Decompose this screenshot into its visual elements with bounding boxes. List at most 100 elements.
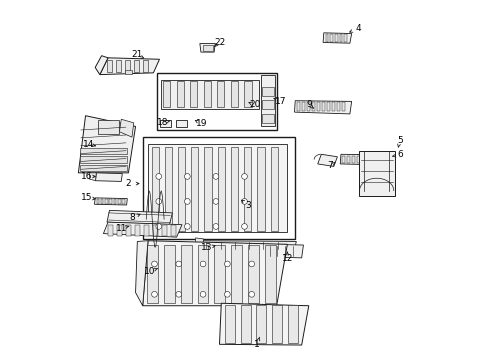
Text: 6: 6 <box>396 150 402 159</box>
Polygon shape <box>240 305 250 343</box>
Polygon shape <box>256 305 266 343</box>
Polygon shape <box>100 58 159 75</box>
Circle shape <box>184 199 190 204</box>
Polygon shape <box>204 147 211 231</box>
Polygon shape <box>164 147 172 231</box>
Polygon shape <box>181 246 191 303</box>
Polygon shape <box>224 305 234 343</box>
Polygon shape <box>302 102 305 111</box>
Circle shape <box>176 261 181 267</box>
Polygon shape <box>271 305 282 343</box>
Circle shape <box>224 292 230 297</box>
Polygon shape <box>97 199 99 203</box>
Polygon shape <box>297 102 300 111</box>
Polygon shape <box>342 156 345 163</box>
Polygon shape <box>219 303 308 345</box>
Polygon shape <box>157 73 276 130</box>
Circle shape <box>184 224 190 229</box>
Polygon shape <box>124 70 132 74</box>
Polygon shape <box>152 225 157 236</box>
Polygon shape <box>312 102 315 111</box>
Circle shape <box>224 261 230 267</box>
Polygon shape <box>122 199 124 203</box>
Polygon shape <box>217 81 224 108</box>
Circle shape <box>213 224 218 229</box>
Polygon shape <box>114 199 116 203</box>
Polygon shape <box>325 34 328 42</box>
Polygon shape <box>135 241 148 306</box>
Text: 1: 1 <box>254 340 259 349</box>
Circle shape <box>213 174 218 179</box>
Polygon shape <box>105 199 107 203</box>
Polygon shape <box>307 102 309 111</box>
Polygon shape <box>124 60 130 72</box>
Polygon shape <box>358 152 394 196</box>
Polygon shape <box>200 44 215 52</box>
Circle shape <box>241 174 247 179</box>
Polygon shape <box>377 156 380 163</box>
Polygon shape <box>344 34 346 42</box>
Polygon shape <box>217 147 224 231</box>
Polygon shape <box>340 154 384 165</box>
Polygon shape <box>332 102 335 111</box>
Polygon shape <box>98 120 119 134</box>
Polygon shape <box>326 102 329 111</box>
Polygon shape <box>203 81 210 108</box>
Text: 2: 2 <box>125 179 131 188</box>
Polygon shape <box>162 225 166 236</box>
Polygon shape <box>103 222 182 237</box>
Polygon shape <box>203 45 212 51</box>
Polygon shape <box>362 156 365 163</box>
Polygon shape <box>125 225 131 236</box>
Text: 14: 14 <box>83 140 95 149</box>
Polygon shape <box>244 147 251 231</box>
Polygon shape <box>201 241 296 249</box>
Polygon shape <box>108 225 113 236</box>
Circle shape <box>200 292 205 297</box>
Text: 9: 9 <box>305 100 311 109</box>
Circle shape <box>241 199 247 204</box>
Circle shape <box>241 224 247 229</box>
Circle shape <box>248 292 254 297</box>
Text: 16: 16 <box>81 172 92 181</box>
Polygon shape <box>176 120 187 127</box>
Polygon shape <box>257 147 264 231</box>
Polygon shape <box>148 144 287 232</box>
Polygon shape <box>342 102 345 111</box>
Polygon shape <box>366 156 369 163</box>
Polygon shape <box>80 165 126 171</box>
Circle shape <box>156 199 162 204</box>
Polygon shape <box>80 157 126 163</box>
Circle shape <box>156 174 162 179</box>
Polygon shape <box>270 147 277 231</box>
Polygon shape <box>107 210 172 225</box>
Text: 11: 11 <box>115 224 127 233</box>
Polygon shape <box>116 60 121 72</box>
Circle shape <box>151 261 157 267</box>
Circle shape <box>176 292 181 297</box>
Polygon shape <box>261 100 273 109</box>
Circle shape <box>213 199 218 204</box>
Polygon shape <box>118 199 121 203</box>
Polygon shape <box>323 33 351 43</box>
Polygon shape <box>95 173 122 181</box>
Text: 12: 12 <box>281 254 292 263</box>
Polygon shape <box>170 225 175 236</box>
Polygon shape <box>143 225 148 236</box>
Polygon shape <box>230 81 238 108</box>
Polygon shape <box>372 156 374 163</box>
Polygon shape <box>78 116 135 173</box>
Text: 22: 22 <box>213 38 224 47</box>
Polygon shape <box>176 81 183 108</box>
Circle shape <box>200 261 205 267</box>
Text: 18: 18 <box>156 118 168 127</box>
Polygon shape <box>294 101 351 114</box>
Polygon shape <box>178 147 185 231</box>
Polygon shape <box>231 246 242 303</box>
Text: 7: 7 <box>326 161 332 170</box>
Polygon shape <box>247 246 258 303</box>
Polygon shape <box>135 225 140 236</box>
Polygon shape <box>261 87 273 96</box>
Polygon shape <box>151 147 159 231</box>
Polygon shape <box>163 81 170 108</box>
